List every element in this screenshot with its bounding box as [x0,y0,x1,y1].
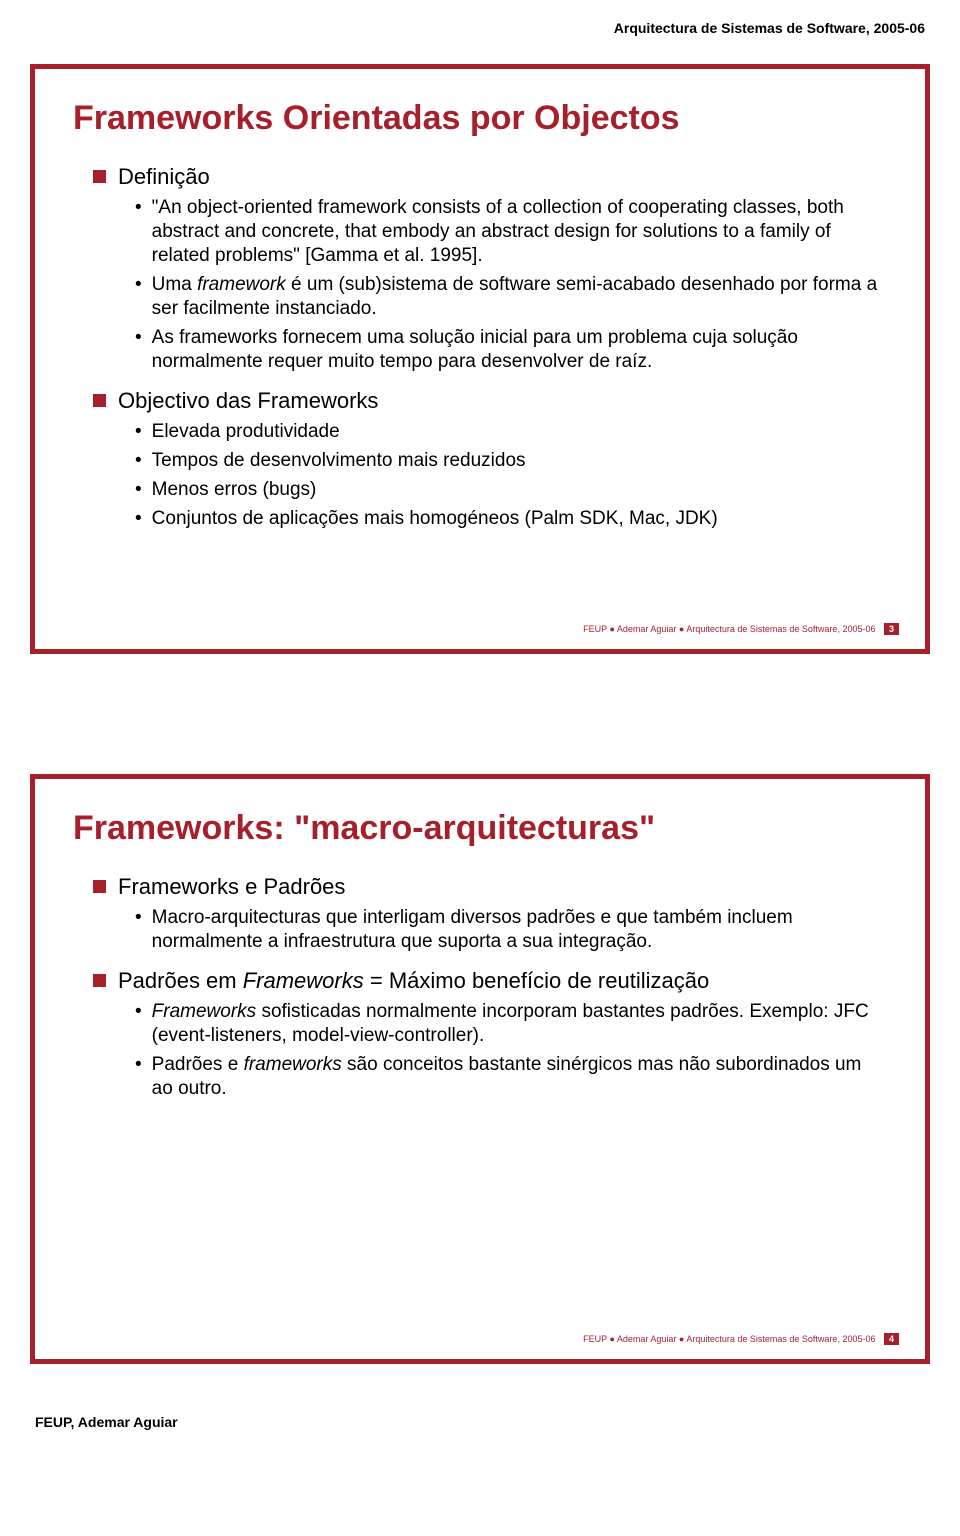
sub-bullet: • Conjuntos de aplicações mais homogéneo… [73,507,887,531]
dot-icon: • [135,326,142,350]
section-label: Definição [118,164,210,190]
sub-bullet: • Tempos de desenvolvimento mais reduzid… [73,449,887,473]
text-fragment: Padrões e [152,1054,244,1075]
sub-bullet: • Elevada produtividade [73,420,887,444]
bullet-square-icon [93,170,106,183]
dot-icon: • [135,449,142,473]
slide-1: Frameworks Orientadas por Objectos Defin… [30,64,930,654]
slide1-section2: Objectivo das Frameworks • Elevada produ… [73,388,887,531]
slide-page-number: 3 [884,623,899,635]
sub-text: Padrões e frameworks são conceitos basta… [152,1053,887,1101]
sub-bullet: • Uma framework é um (sub)sistema de sof… [73,273,887,321]
sub-text: Uma framework é um (sub)sistema de softw… [152,273,887,321]
slide-2: Frameworks: "macro-arquitecturas" Framew… [30,774,930,1364]
slide2-title: Frameworks: "macro-arquitecturas" [73,809,887,848]
sub-bullet: • Padrões e frameworks são conceitos bas… [73,1053,887,1101]
section-label: Padrões em Frameworks = Máximo benefício… [118,968,709,994]
sub-text: Conjuntos de aplicações mais homogéneos … [152,507,718,531]
section-header: Padrões em Frameworks = Máximo benefício… [73,968,887,994]
dot-icon: • [135,1053,142,1077]
sub-text: Tempos de desenvolvimento mais reduzidos [152,449,526,473]
dot-icon: • [135,273,142,297]
slide2-section2: Padrões em Frameworks = Máximo benefício… [73,968,887,1101]
section-header: Frameworks e Padrões [73,874,887,900]
footer-text: FEUP ● Ademar Aguiar ● Arquitectura de S… [583,624,875,634]
dot-icon: • [135,906,142,930]
page-container: Arquitectura de Sistemas de Software, 20… [0,0,960,1460]
text-fragment: Uma [152,274,197,295]
dot-icon: • [135,196,142,220]
sub-text: Macro-arquitecturas que interligam diver… [152,906,887,954]
sub-bullet: • As frameworks fornecem uma solução ini… [73,326,887,374]
keyword: Frameworks [152,1001,257,1022]
sub-text: Menos erros (bugs) [152,478,317,502]
sub-bullet: • Frameworks sofisticadas normalmente in… [73,1000,887,1048]
sub-bullet: • Macro-arquitecturas que interligam div… [73,906,887,954]
sub-text: Elevada produtividade [152,420,340,444]
spacer [30,654,930,774]
slide1-title: Frameworks Orientadas por Objectos [73,99,887,138]
bullet-square-icon [93,974,106,987]
keyword: framework [197,274,286,295]
bullet-square-icon [93,880,106,893]
section-header: Definição [73,164,887,190]
text-fragment: sofisticadas normalmente incorporam bast… [152,1001,869,1046]
section-label: Objectivo das Frameworks [118,388,378,414]
dot-icon: • [135,478,142,502]
dot-icon: • [135,507,142,531]
sub-bullet: • "An object-oriented framework consists… [73,196,887,268]
bullet-square-icon [93,394,106,407]
sub-bullet: • Menos erros (bugs) [73,478,887,502]
keyword: frameworks [244,1054,342,1075]
page-header: Arquitectura de Sistemas de Software, 20… [30,20,930,36]
dot-icon: • [135,420,142,444]
slide-page-number: 4 [884,1333,899,1345]
text-fragment: = Máximo benefício de reutilização [364,968,709,993]
sub-text: "An object-oriented framework consists o… [152,196,887,268]
slide1-section1: Definição • "An object-oriented framewor… [73,164,887,374]
dot-icon: • [135,1000,142,1024]
slide1-footer: FEUP ● Ademar Aguiar ● Arquitectura de S… [583,623,899,635]
text-fragment: Padrões em [118,968,243,993]
sub-text: As frameworks fornecem uma solução inici… [152,326,887,374]
section-label: Frameworks e Padrões [118,874,345,900]
slide2-footer: FEUP ● Ademar Aguiar ● Arquitectura de S… [583,1333,899,1345]
footer-text: FEUP ● Ademar Aguiar ● Arquitectura de S… [583,1334,875,1344]
keyword: Frameworks [243,968,364,993]
slide2-section1: Frameworks e Padrões • Macro-arquitectur… [73,874,887,954]
section-header: Objectivo das Frameworks [73,388,887,414]
sub-text: Frameworks sofisticadas normalmente inco… [152,1000,887,1048]
page-footer: FEUP, Ademar Aguiar [30,1414,930,1430]
